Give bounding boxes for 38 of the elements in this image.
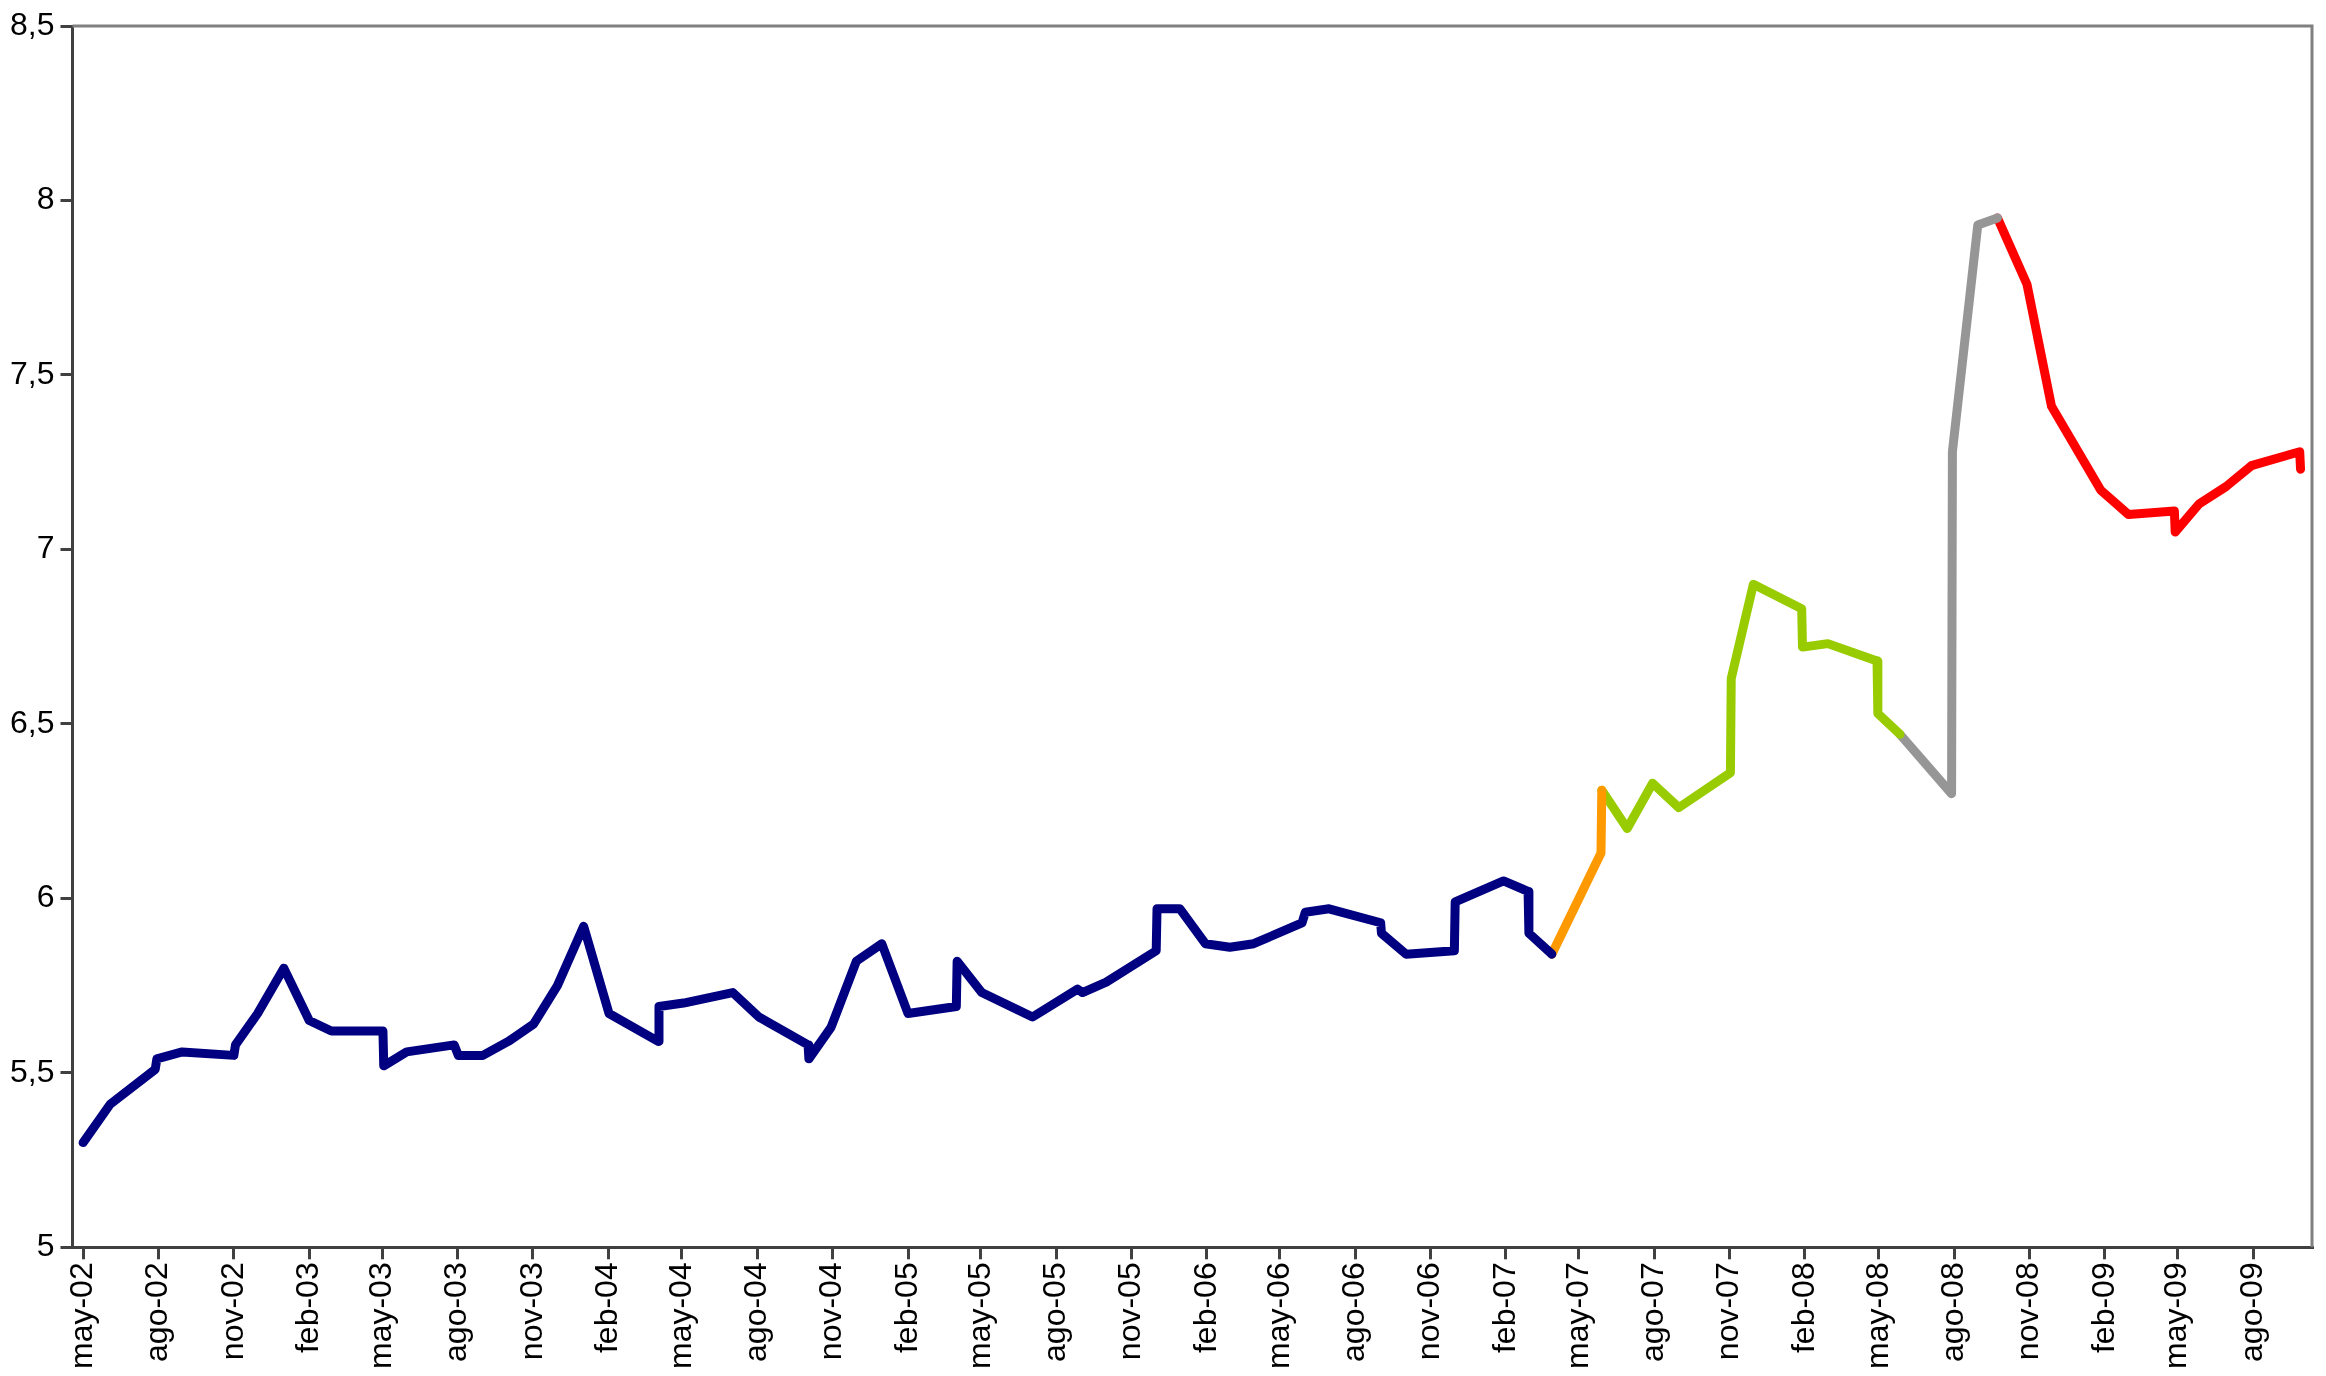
x-tick-label: ago-06 bbox=[1335, 1262, 1372, 1362]
x-tick-label: feb-08 bbox=[1784, 1262, 1821, 1354]
x-tick-label: ago-02 bbox=[138, 1262, 175, 1362]
x-tick-label: nov-07 bbox=[1709, 1262, 1746, 1361]
x-tick-label: ago-03 bbox=[437, 1262, 474, 1362]
x-tick-label: feb-03 bbox=[289, 1262, 326, 1354]
x-tick-label: nov-06 bbox=[1410, 1262, 1447, 1361]
x-tick-label: may-07 bbox=[1558, 1262, 1595, 1369]
x-tick-label: may-02 bbox=[62, 1262, 99, 1369]
x-tick-label: may-04 bbox=[661, 1262, 698, 1369]
y-tick-label: 6,5 bbox=[10, 703, 55, 740]
x-tick-label: nov-04 bbox=[812, 1262, 849, 1361]
x-tick-label: may-09 bbox=[2157, 1262, 2194, 1369]
y-tick-label: 8 bbox=[36, 180, 55, 217]
x-tick-label: feb-06 bbox=[1186, 1262, 1223, 1354]
x-tick-label: nov-08 bbox=[2009, 1262, 2046, 1361]
x-tick-label: nov-03 bbox=[512, 1262, 549, 1361]
y-tick-label: 8,5 bbox=[10, 5, 55, 42]
y-tick-label: 5,5 bbox=[10, 1052, 55, 1089]
x-tick-label: ago-07 bbox=[1634, 1262, 1671, 1362]
y-tick-label: 5 bbox=[36, 1227, 55, 1264]
x-tick-label: feb-04 bbox=[588, 1262, 625, 1354]
x-tick-label: nov-05 bbox=[1111, 1262, 1148, 1361]
x-tick-label: nov-02 bbox=[213, 1262, 250, 1361]
x-tick-label: may-05 bbox=[960, 1262, 997, 1369]
x-tick-label: feb-07 bbox=[1485, 1262, 1522, 1354]
x-tick-label: ago-08 bbox=[1933, 1262, 1970, 1362]
x-tick-label: may-08 bbox=[1858, 1262, 1895, 1369]
y-tick-label: 7,5 bbox=[10, 354, 55, 391]
y-tick-label: 6 bbox=[36, 878, 55, 915]
x-tick-label: feb-09 bbox=[2084, 1262, 2121, 1354]
x-tick-label: may-03 bbox=[361, 1262, 398, 1369]
y-tick-label: 7 bbox=[36, 529, 55, 566]
x-tick-label: feb-05 bbox=[887, 1262, 924, 1354]
x-tick-label: may-06 bbox=[1259, 1262, 1296, 1369]
x-tick-label: ago-04 bbox=[737, 1262, 774, 1362]
x-tick-label: ago-09 bbox=[2232, 1262, 2269, 1362]
x-tick-label: ago-05 bbox=[1036, 1262, 1073, 1362]
